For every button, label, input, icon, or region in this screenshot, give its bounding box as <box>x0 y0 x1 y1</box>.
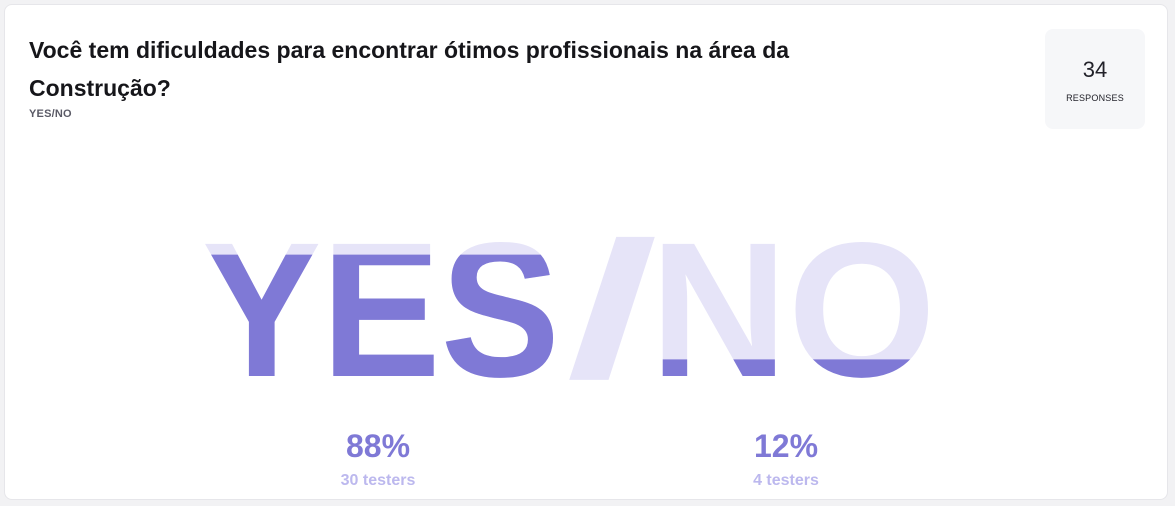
question-card: Você tem dificuldades para encontrar óti… <box>4 4 1168 500</box>
yes-testers-label: 30 testers <box>340 472 416 489</box>
question-title: Você tem dificuldades para encontrar óti… <box>29 37 790 101</box>
no-bar: NO <box>650 202 936 417</box>
question-type-label: YES/NO <box>29 108 72 120</box>
no-percent-label: 12% <box>753 428 819 464</box>
yes-word-background: YES <box>202 202 560 417</box>
responses-count: 34 <box>1082 57 1108 82</box>
yes-no-slash: / <box>566 202 658 417</box>
responses-box: 34 RESPONSES <box>1045 29 1145 129</box>
no-testers-label: 4 testers <box>753 472 819 489</box>
yes-percent-label: 88% <box>345 428 411 464</box>
yes-bar: YES <box>202 202 560 417</box>
responses-label: RESPONSES <box>1066 93 1124 103</box>
no-word-background: NO <box>650 202 936 417</box>
